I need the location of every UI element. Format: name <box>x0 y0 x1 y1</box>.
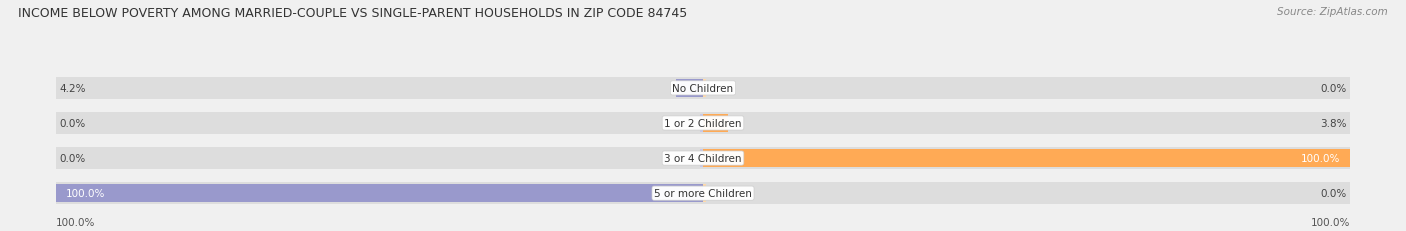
Bar <box>703 114 727 133</box>
Text: 5 or more Children: 5 or more Children <box>654 188 752 198</box>
Text: 100.0%: 100.0% <box>1301 153 1340 163</box>
Bar <box>56 78 1350 99</box>
Bar <box>703 184 706 203</box>
Text: 0.0%: 0.0% <box>59 119 86 128</box>
Text: No Children: No Children <box>672 84 734 94</box>
Bar <box>700 114 703 133</box>
Text: INCOME BELOW POVERTY AMONG MARRIED-COUPLE VS SINGLE-PARENT HOUSEHOLDS IN ZIP COD: INCOME BELOW POVERTY AMONG MARRIED-COUPL… <box>18 7 688 20</box>
Bar <box>56 148 1350 169</box>
Text: 3 or 4 Children: 3 or 4 Children <box>664 153 742 163</box>
Bar <box>56 182 1350 204</box>
Text: 0.0%: 0.0% <box>1320 188 1347 198</box>
Text: 100.0%: 100.0% <box>56 217 96 227</box>
Bar <box>56 184 703 203</box>
Bar <box>703 149 1350 167</box>
Text: 100.0%: 100.0% <box>1310 217 1350 227</box>
Text: 100.0%: 100.0% <box>66 188 105 198</box>
Text: 0.0%: 0.0% <box>1320 84 1347 94</box>
Bar <box>56 113 1350 134</box>
Text: 4.2%: 4.2% <box>59 84 86 94</box>
Bar <box>703 79 706 98</box>
Bar <box>700 149 703 167</box>
Text: 0.0%: 0.0% <box>59 153 86 163</box>
Bar <box>676 79 703 98</box>
Text: Source: ZipAtlas.com: Source: ZipAtlas.com <box>1277 7 1388 17</box>
Text: 3.8%: 3.8% <box>1320 119 1347 128</box>
Text: 1 or 2 Children: 1 or 2 Children <box>664 119 742 128</box>
